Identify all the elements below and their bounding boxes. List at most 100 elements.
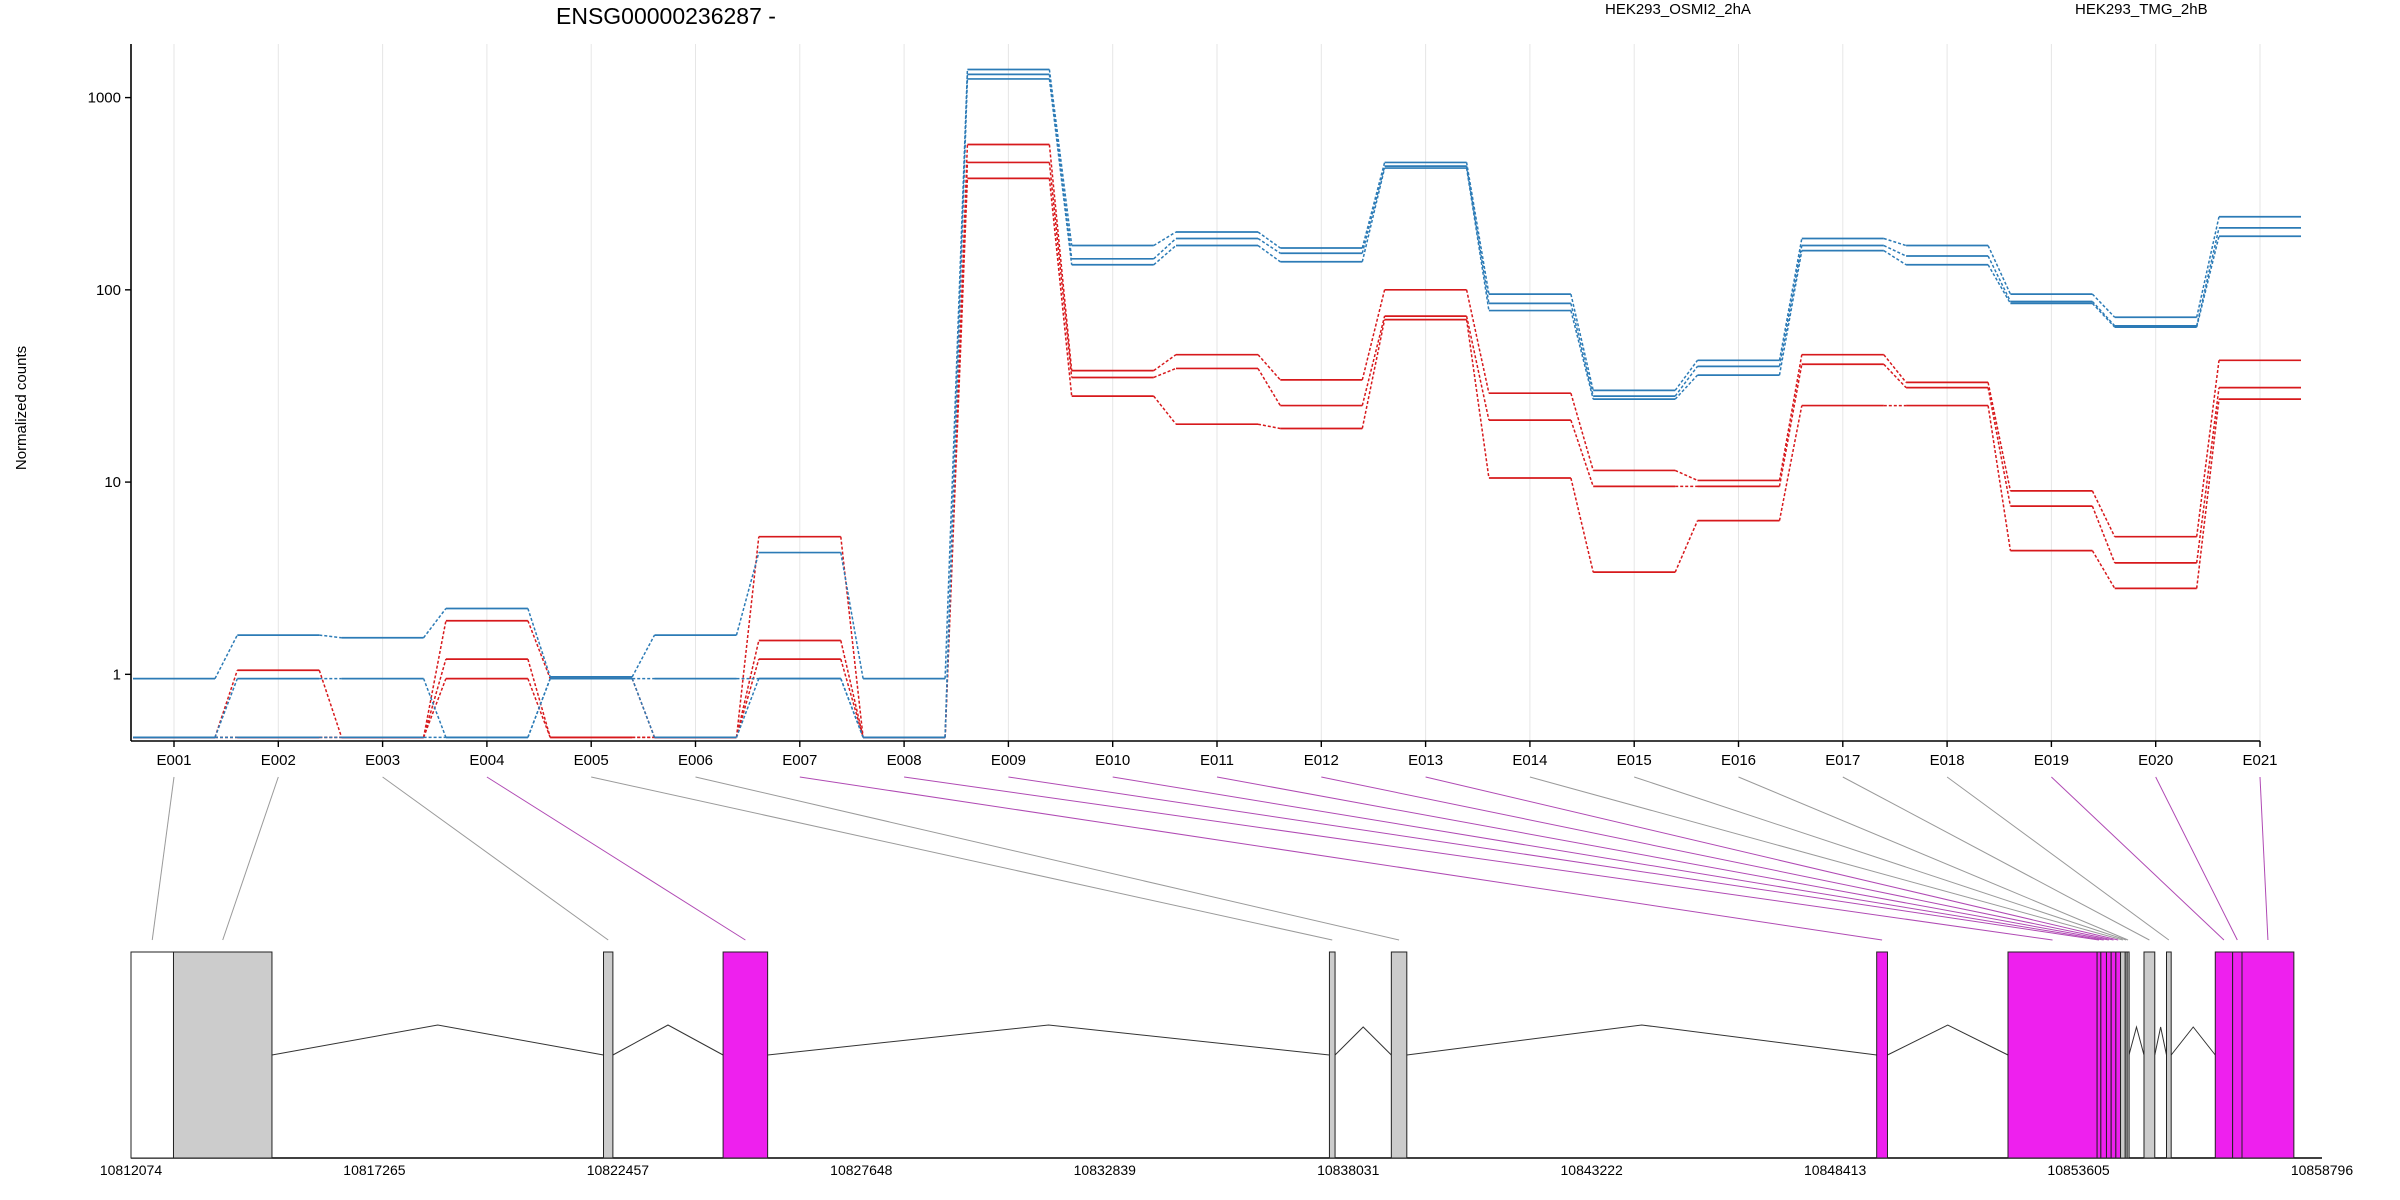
series-3-connector-7 [840, 658, 864, 738]
connector-e018 [1946, 776, 2170, 941]
series-2-connector-14 [1570, 419, 1594, 487]
gene-coordinate-label: 10817265 [343, 1162, 406, 1178]
connector-e016 [1738, 776, 2129, 941]
x-tick-label-e012: E012 [1304, 752, 1339, 769]
series-lines [133, 68, 2301, 739]
exon-box-e016 [2126, 951, 2130, 1159]
connector-e021 [2259, 776, 2269, 941]
connector-e014 [1529, 776, 2124, 941]
series-3-connector-6 [735, 658, 760, 738]
series-2-connector-16 [1778, 364, 1803, 487]
series-1-connector-3 [422, 620, 447, 738]
x-tick-label-e010: E010 [1095, 752, 1130, 769]
exon-box-e002 [172, 951, 273, 1159]
x-tick-label-e008: E008 [887, 752, 922, 769]
series-2-connector-20 [2195, 387, 2220, 563]
series-2-connector-17 [1883, 363, 1907, 389]
series-4-connector-3 [423, 608, 447, 639]
gene-coordinate-label: 10822457 [587, 1162, 650, 1178]
intron-line [1406, 1024, 1877, 1056]
series-6-connector-18 [1987, 264, 2012, 304]
connector-e017 [1842, 776, 2150, 941]
axes [130, 44, 2260, 742]
series-2-connector-18 [1987, 387, 2012, 507]
series-5-connector-19 [2091, 300, 2116, 327]
x-tick-label-e011: E011 [1200, 752, 1234, 769]
connector-e006 [695, 776, 1400, 941]
series-2 [133, 161, 2301, 739]
exon-box-e003 [603, 951, 614, 1159]
x-tick-label-e021: E021 [2242, 752, 2277, 769]
series-5-connector-16 [1778, 245, 1803, 367]
series-3-connector-14 [1570, 477, 1594, 573]
y-axis-ticks: 1 10 100 1000 [88, 90, 131, 683]
exon-box-e014 [2120, 951, 2126, 1159]
series-1-connector-10 [1153, 354, 1177, 372]
series-1-connector-19 [2091, 490, 2116, 538]
connector-e019 [2051, 776, 2225, 941]
y-tick-label-1000: 1000 [88, 90, 121, 107]
series-6-connector-16 [1778, 250, 1803, 376]
x-tick-label-e002: E002 [261, 752, 296, 769]
connector-e005 [591, 776, 1333, 941]
series-2-connector-7 [840, 640, 864, 738]
series-1-connector-4 [527, 620, 551, 679]
series-2-connector-3 [422, 658, 447, 738]
series-2-connector-4 [527, 658, 551, 738]
series-1-connector-18 [1987, 382, 2012, 492]
legend-label-osmi2: HEK293_OSMI2_2hA [1605, 1, 1751, 18]
x-tick-label-e006: E006 [678, 752, 713, 769]
connector-e001 [151, 776, 175, 941]
series-1-connector-14 [1570, 392, 1594, 471]
x-tick-label-e018: E018 [1930, 752, 1965, 769]
series-5-connector-10 [1153, 237, 1177, 260]
series-4-connector-7 [840, 552, 864, 679]
exon-box-e018 [2165, 951, 2172, 1159]
series-6-connector-14 [1570, 310, 1594, 400]
series-4-connector-5 [631, 634, 656, 678]
gene-coordinate-label: 10812074 [100, 1162, 163, 1178]
gene-coordinate-label: 10858796 [2291, 1162, 2354, 1178]
series-6-connector-17 [1883, 249, 1907, 266]
series-5-connector-12 [1361, 165, 1386, 254]
series-1-connector-9 [1048, 144, 1073, 371]
exon-box-e001 [130, 951, 174, 1159]
x-tick-label-e013: E013 [1408, 752, 1443, 769]
series-4-connector-16 [1778, 238, 1803, 361]
connector-e013 [1425, 776, 2119, 941]
connector-e015 [1634, 776, 2127, 941]
exon-box-e011 [2105, 951, 2112, 1159]
x-tick-label-e015: E015 [1617, 752, 1652, 769]
exon-box-e005 [1328, 951, 1336, 1159]
series-3-connector-12 [1361, 319, 1386, 429]
series-1-connector-6 [735, 536, 760, 738]
series-3-connector-11 [1257, 423, 1281, 430]
x-axis-ticks: E001 E002 E003 E004 E005 E006 E007 E008 E009 E010… [156, 741, 2278, 769]
series-5-connector-11 [1257, 237, 1281, 254]
series-5-connector-15 [1674, 365, 1699, 397]
exon-box-e021 [2241, 951, 2295, 1159]
series-4-connector-13 [1465, 162, 1490, 295]
series-6-connector-13 [1465, 167, 1490, 311]
series-4-connector-10 [1153, 231, 1177, 247]
series-1-connector-13 [1465, 289, 1490, 394]
series-5-connector-14 [1570, 303, 1594, 397]
series-3 [133, 177, 2301, 739]
x-tick-label-e007: E007 [782, 752, 817, 769]
intron-line [612, 1024, 724, 1056]
series-4-connector-6 [735, 552, 760, 636]
series-6-connector-11 [1257, 244, 1281, 263]
x-tick-label-e003: E003 [365, 752, 400, 769]
y-tick-label-10: 10 [104, 474, 121, 491]
intron-line [271, 1024, 604, 1056]
series-4-connector-20 [2195, 216, 2220, 318]
series-4-connector-12 [1361, 162, 1386, 249]
series-3-connector-20 [2195, 399, 2220, 589]
intron-line [2170, 1026, 2216, 1056]
series-3-connector-9 [1048, 178, 1073, 397]
series-3-connector-18 [1987, 405, 2012, 551]
x-tick-label-e019: E019 [2034, 752, 2069, 769]
y-tick-label-100: 100 [96, 282, 121, 299]
gene-coordinate-label: 10827648 [830, 1162, 893, 1178]
